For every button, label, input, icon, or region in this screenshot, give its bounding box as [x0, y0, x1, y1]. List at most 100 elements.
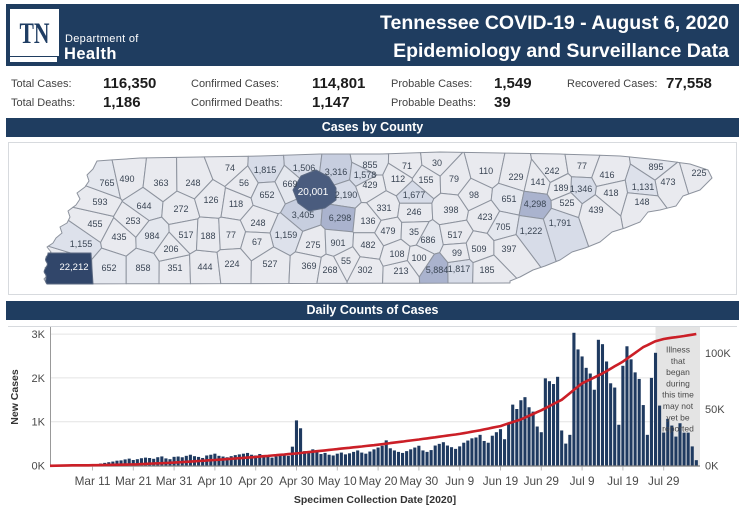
svg-text:901: 901	[330, 238, 345, 248]
svg-text:2K: 2K	[32, 373, 46, 385]
svg-text:509: 509	[471, 244, 486, 254]
svg-text:225: 225	[691, 168, 706, 178]
svg-text:Mar 11: Mar 11	[75, 474, 111, 488]
svg-text:2,190: 2,190	[335, 190, 358, 200]
svg-text:77: 77	[226, 230, 236, 240]
svg-text:652: 652	[259, 190, 274, 200]
svg-text:490: 490	[119, 174, 134, 184]
svg-text:100: 100	[411, 253, 426, 263]
svg-text:593: 593	[92, 197, 107, 207]
svg-text:New Cases: New Cases	[9, 369, 21, 425]
svg-text:yet be: yet be	[666, 412, 689, 422]
svg-text:Jul 29: Jul 29	[648, 474, 679, 488]
svg-text:0K: 0K	[32, 461, 46, 473]
svg-text:5,884: 5,884	[426, 265, 449, 275]
svg-text:517: 517	[447, 230, 462, 240]
svg-text:206: 206	[163, 244, 178, 254]
svg-text:439: 439	[588, 205, 603, 215]
svg-text:765: 765	[99, 178, 114, 188]
svg-text:6,298: 6,298	[329, 213, 352, 223]
svg-text:1,506: 1,506	[293, 163, 316, 173]
svg-text:652: 652	[101, 263, 116, 273]
svg-text:644: 644	[136, 201, 151, 211]
svg-text:Jul 9: Jul 9	[570, 474, 595, 488]
svg-text:351: 351	[167, 263, 182, 273]
svg-text:22,212: 22,212	[59, 262, 88, 273]
svg-text:651: 651	[501, 194, 516, 204]
svg-text:189: 189	[553, 183, 568, 193]
svg-text:858: 858	[135, 263, 150, 273]
svg-text:Specimen Collection Date [2020: Specimen Collection Date [2020]	[294, 494, 456, 506]
svg-text:213: 213	[393, 266, 408, 276]
svg-text:155: 155	[418, 175, 433, 185]
svg-text:855: 855	[362, 160, 377, 170]
svg-text:during: during	[666, 378, 690, 388]
svg-text:331: 331	[376, 203, 391, 213]
svg-text:118: 118	[229, 199, 243, 209]
svg-text:435: 435	[111, 232, 126, 242]
svg-text:669: 669	[282, 179, 297, 189]
svg-text:1,677: 1,677	[403, 190, 426, 200]
svg-text:1,791: 1,791	[549, 218, 572, 228]
svg-text:302: 302	[357, 265, 372, 275]
svg-text:272: 272	[173, 204, 188, 214]
svg-text:1,578: 1,578	[354, 170, 377, 180]
svg-text:Illness: Illness	[666, 345, 690, 355]
svg-text:Apr 10: Apr 10	[198, 474, 233, 488]
svg-text:79: 79	[449, 174, 459, 184]
svg-text:473: 473	[660, 177, 675, 187]
svg-text:reported: reported	[662, 424, 694, 434]
svg-text:416: 416	[599, 170, 614, 180]
svg-text:56: 56	[239, 178, 249, 188]
svg-text:77: 77	[577, 161, 587, 171]
svg-text:71: 71	[402, 161, 412, 171]
svg-text:275: 275	[305, 240, 320, 250]
svg-text:that: that	[671, 356, 686, 366]
svg-text:984: 984	[144, 231, 159, 241]
svg-text:423: 423	[477, 212, 492, 222]
svg-text:Apr 30: Apr 30	[279, 474, 314, 488]
svg-text:1K: 1K	[32, 417, 46, 429]
svg-text:Jul 19: Jul 19	[607, 474, 638, 488]
svg-text:1,155: 1,155	[70, 239, 93, 249]
svg-text:455: 455	[87, 219, 102, 229]
svg-text:this time: this time	[662, 390, 694, 400]
svg-text:1,131: 1,131	[632, 182, 655, 192]
svg-text:may not: may not	[663, 401, 694, 411]
svg-text:229: 229	[508, 172, 523, 182]
svg-text:Mar 21: Mar 21	[115, 474, 152, 488]
svg-text:185: 185	[479, 265, 494, 275]
svg-text:1,815: 1,815	[254, 165, 277, 175]
svg-text:141: 141	[530, 177, 545, 187]
svg-text:0K: 0K	[705, 461, 719, 473]
svg-text:398: 398	[443, 205, 458, 215]
svg-text:1,222: 1,222	[520, 226, 543, 236]
svg-text:248: 248	[250, 218, 265, 228]
svg-text:4,298: 4,298	[524, 199, 547, 209]
svg-text:479: 479	[380, 226, 395, 236]
svg-text:369: 369	[301, 261, 316, 271]
svg-text:began: began	[666, 367, 690, 377]
svg-text:895: 895	[648, 162, 663, 172]
svg-text:50K: 50K	[705, 404, 725, 416]
svg-text:Apr 20: Apr 20	[238, 474, 273, 488]
svg-text:Mar 31: Mar 31	[156, 474, 193, 488]
svg-text:126: 126	[203, 195, 218, 205]
svg-text:20,001: 20,001	[298, 187, 329, 198]
svg-text:3,316: 3,316	[325, 167, 348, 177]
svg-text:Jun 19: Jun 19	[483, 474, 518, 488]
svg-text:429: 429	[362, 180, 377, 190]
svg-text:30: 30	[432, 158, 442, 168]
svg-text:Jun 29: Jun 29	[524, 474, 559, 488]
svg-text:67: 67	[252, 237, 262, 247]
svg-text:444: 444	[197, 262, 212, 272]
svg-text:268: 268	[322, 265, 337, 275]
svg-text:3K: 3K	[32, 329, 46, 341]
svg-text:418: 418	[603, 188, 618, 198]
svg-text:242: 242	[544, 166, 559, 176]
svg-text:1,159: 1,159	[275, 230, 298, 240]
svg-text:55: 55	[341, 256, 351, 266]
svg-text:248: 248	[185, 178, 200, 188]
svg-text:527: 527	[262, 259, 277, 269]
svg-text:May 20: May 20	[359, 474, 398, 488]
